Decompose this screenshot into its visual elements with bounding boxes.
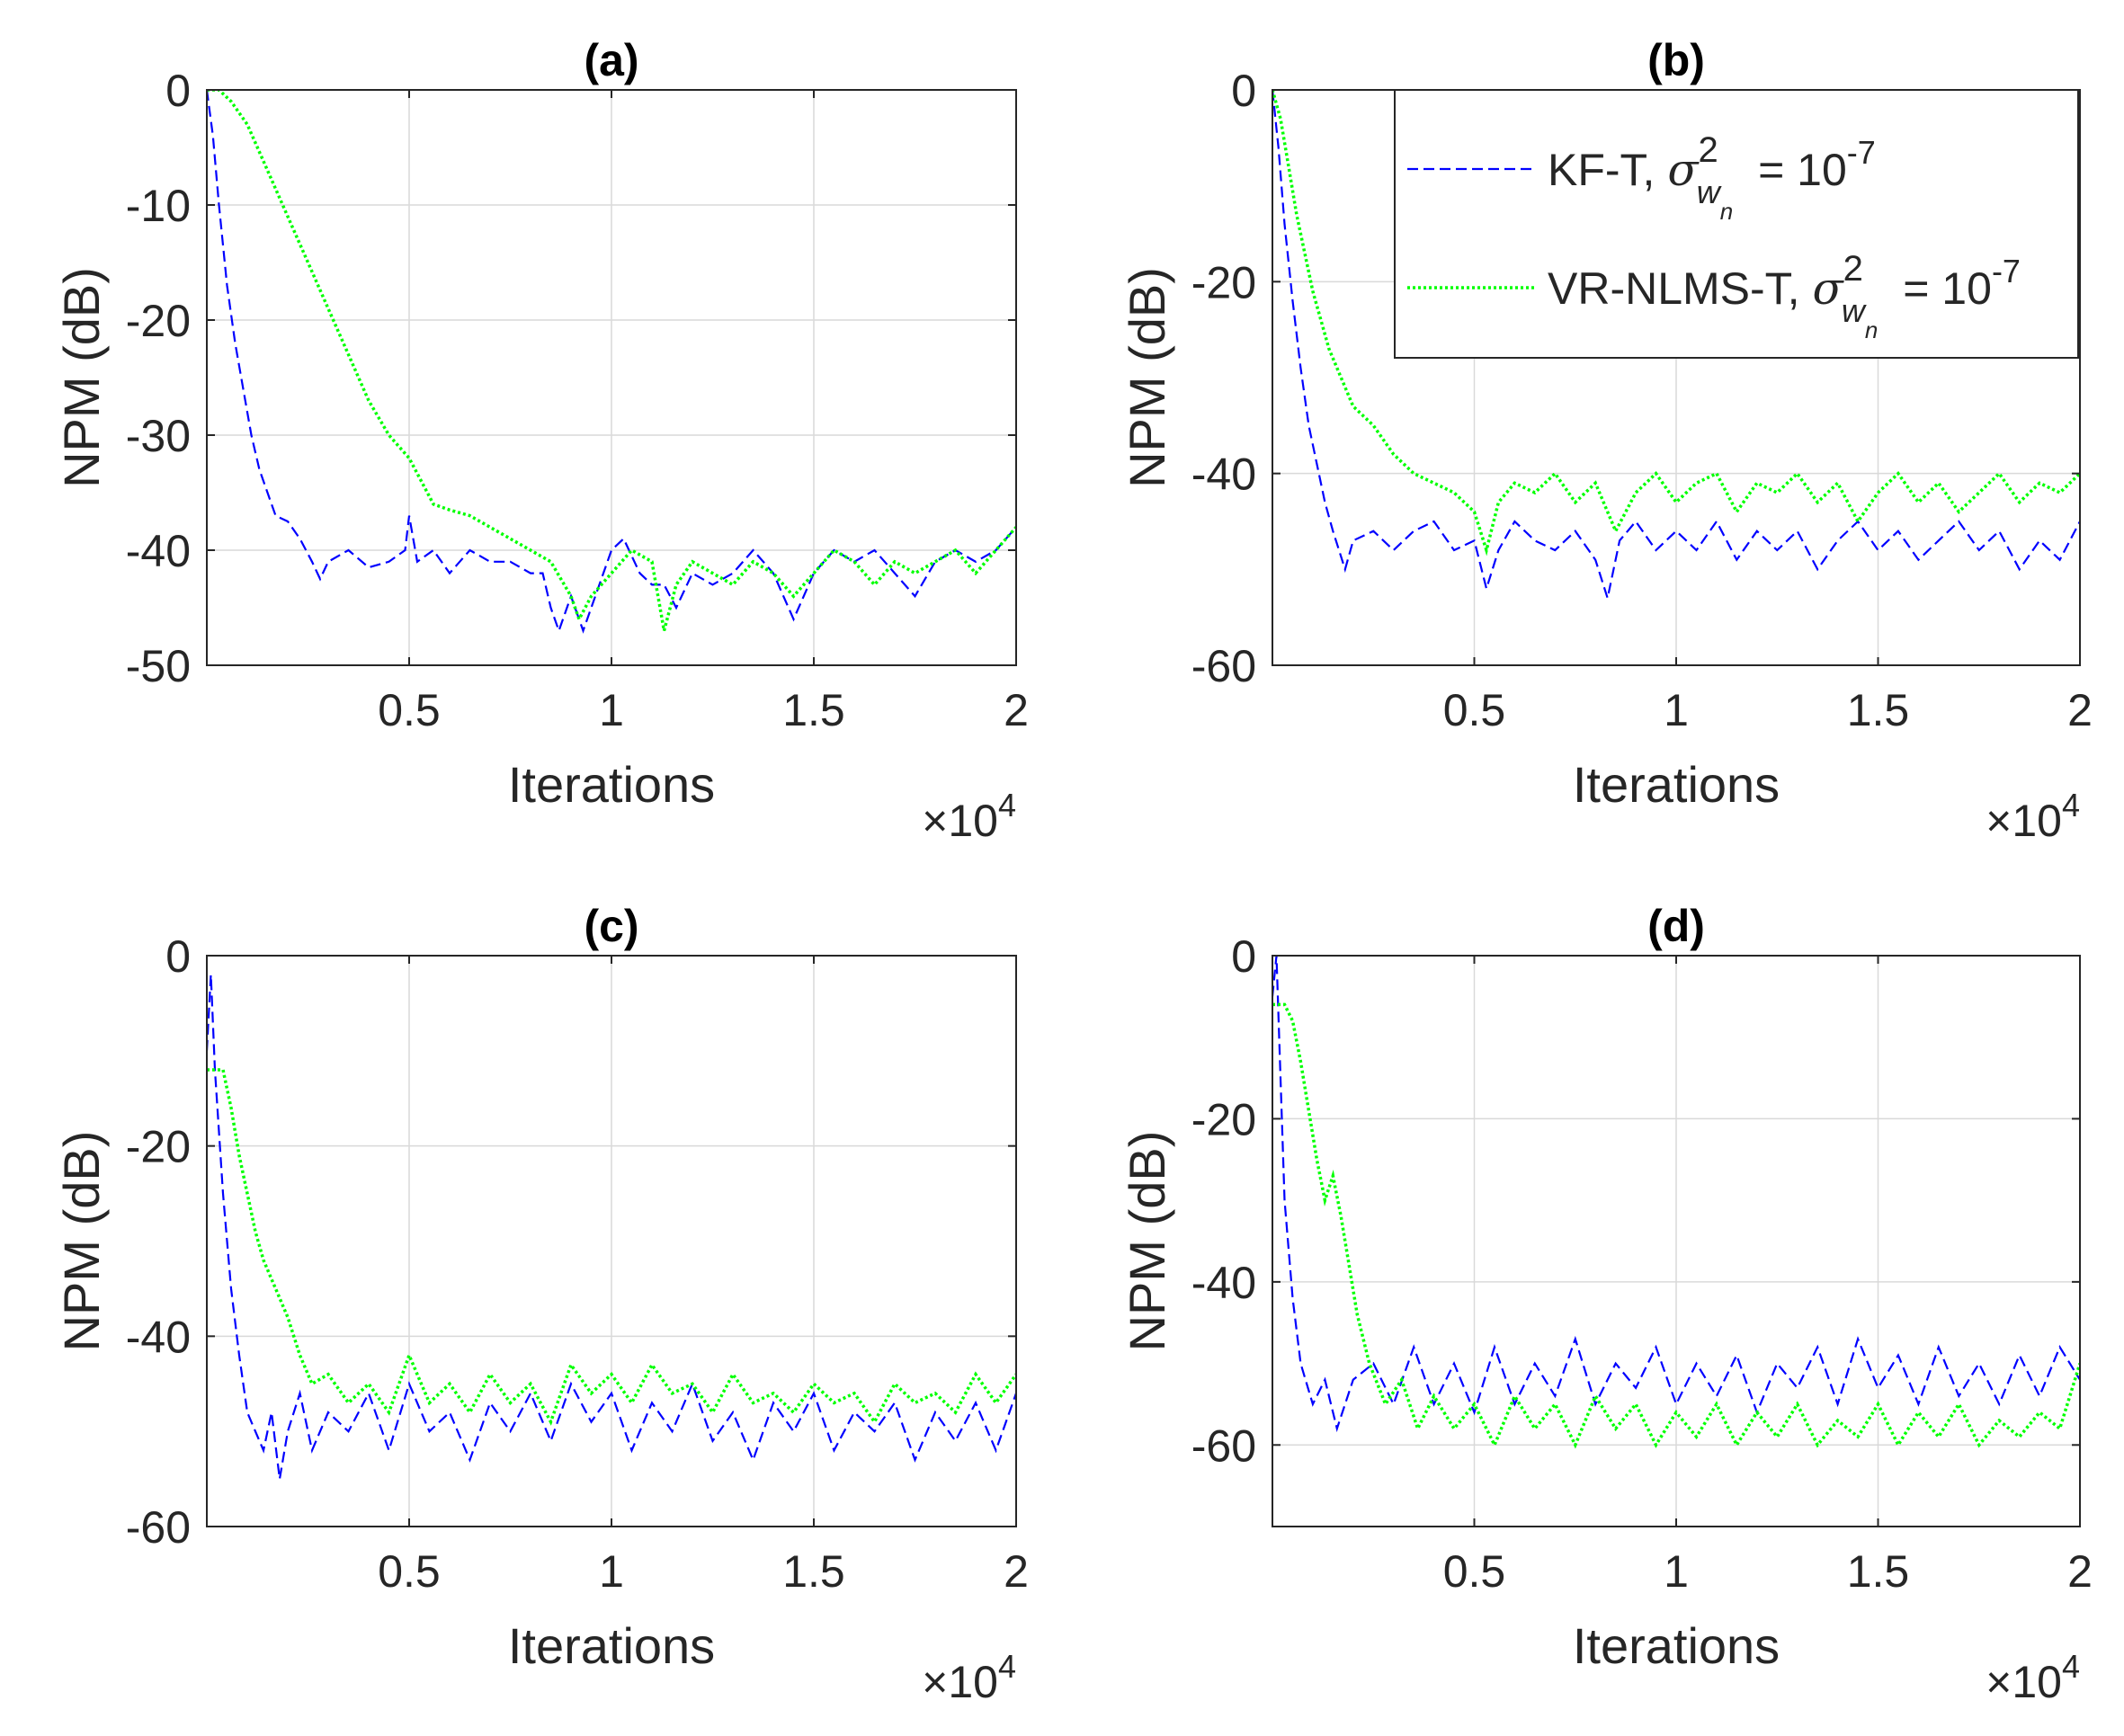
x-tick-label: 1 [1664, 685, 1689, 735]
x-tick-label: 2 [2067, 1546, 2093, 1597]
legend-entry: KF-T, σ2 wn = 10-7 [1548, 130, 1876, 225]
legend-entry: VR-NLMS-T, σ2 wn = 10-7 [1548, 249, 2021, 343]
x-axis-label: Iterations [1573, 1617, 1780, 1674]
y-axis-label: NPM (dB) [1119, 267, 1175, 488]
y-tick-label: -60 [126, 1502, 191, 1553]
y-axis-label: NPM (dB) [1119, 1131, 1175, 1352]
y-tick-label: -10 [126, 181, 191, 231]
y-tick-label: -20 [1191, 1094, 1256, 1144]
x-tick-label: 0.5 [378, 1546, 441, 1597]
y-axis-label: NPM (dB) [53, 267, 110, 488]
series-line-kf-t [207, 975, 1016, 1480]
legend-box [1394, 89, 2079, 359]
y-tick-label: -60 [1191, 1420, 1256, 1471]
x-exponent-label: ×104 [1986, 787, 2080, 846]
subplot-title: (a) [584, 35, 638, 85]
subplot-d: 0.5 1 1.5 2 0 -20 -40 -60 (d) Iterations NPM (dB) ×… [1119, 901, 2093, 1707]
y-tick-label: -20 [1191, 257, 1256, 307]
subplot-a: 0.5 1 1.5 2 0 -10 -20 -30 -40 -50 (a) Iterations NPM… [53, 35, 1029, 846]
y-tick-label: 0 [1231, 931, 1256, 982]
x-tick-label: 1.5 [1847, 1546, 1910, 1597]
subplot-c: 0.5 1 1.5 2 0 -20 -40 -60 (c) Iterations NPM (dB) ×… [53, 901, 1029, 1707]
x-tick-label: 1.5 [782, 685, 845, 735]
series-line-vr-nlms-t [1272, 90, 2080, 556]
x-tick-label: 2 [1004, 685, 1029, 735]
x-tick-label: 0.5 [1443, 1546, 1506, 1597]
x-exponent-label: ×104 [1986, 1648, 2080, 1707]
x-exponent-label: ×104 [922, 787, 1016, 846]
x-axis-label: Iterations [508, 756, 715, 813]
y-tick-label: -50 [126, 641, 191, 691]
y-tick-label: -40 [126, 526, 191, 576]
x-tick-label: 2 [1004, 1546, 1029, 1597]
y-tick-label: 0 [1231, 66, 1256, 116]
subplot-b: 0.5 1 1.5 2 0 -20 -40 -60 (b) Iterations NPM (dB) ×… [1119, 35, 2093, 846]
x-axis-label: Iterations [508, 1617, 715, 1674]
y-tick-label: -20 [126, 296, 191, 346]
x-tick-label: 1 [599, 685, 624, 735]
x-exponent-label: ×104 [922, 1648, 1016, 1707]
x-tick-label: 0.5 [378, 685, 441, 735]
subplot-title: (b) [1647, 35, 1705, 85]
series-line-kf-t [1272, 956, 2080, 1433]
y-tick-label: -20 [126, 1122, 191, 1172]
x-tick-label: 1.5 [1847, 685, 1910, 735]
y-axis-label: NPM (dB) [53, 1131, 110, 1352]
y-tick-label: 0 [165, 66, 191, 116]
series-line-kf-t [1272, 90, 2080, 602]
x-tick-label: 1 [1664, 1546, 1689, 1597]
legend: KF-T, σ2 wn = 10-7 VR-NLMS-T, σ2 wn = 10-7 [1394, 89, 2079, 359]
subplot-title: (d) [1647, 901, 1705, 951]
subplot-title: (c) [584, 901, 638, 951]
y-tick-label: -40 [126, 1312, 191, 1362]
y-tick-label: 0 [165, 931, 191, 982]
y-tick-label: -40 [1191, 450, 1256, 500]
y-tick-label: -30 [126, 411, 191, 461]
x-tick-label: 0.5 [1443, 685, 1506, 735]
y-tick-label: -40 [1191, 1258, 1256, 1308]
series-line-kf-t [207, 90, 1016, 634]
series-line-vr-nlms-t [1272, 1002, 2080, 1449]
x-tick-label: 2 [2067, 685, 2093, 735]
y-tick-label: -60 [1191, 641, 1256, 691]
x-tick-label: 1.5 [782, 1546, 845, 1597]
x-tick-label: 1 [599, 1546, 624, 1597]
x-axis-label: Iterations [1573, 756, 1780, 813]
series-line-vr-nlms-t [207, 90, 1016, 632]
